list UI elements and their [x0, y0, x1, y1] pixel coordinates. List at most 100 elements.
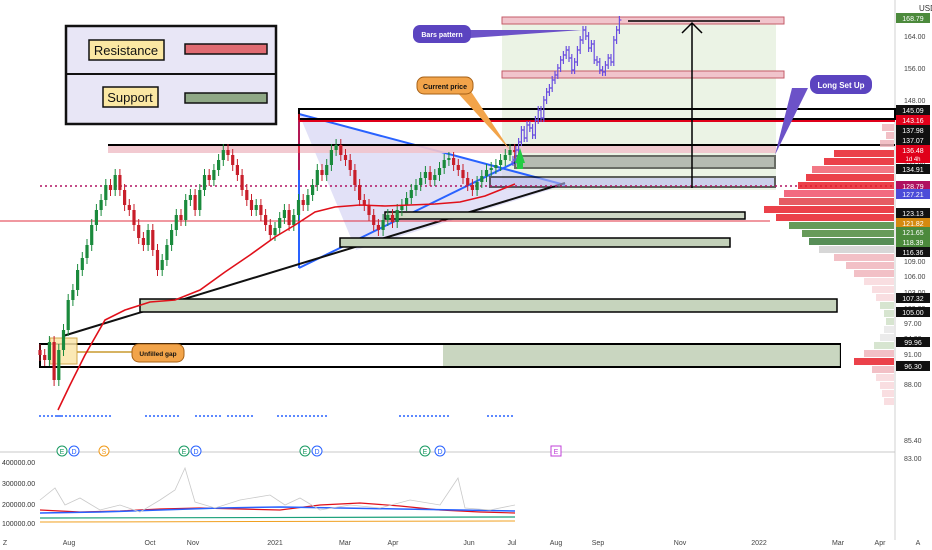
price-tag-label: 116.36 — [903, 250, 924, 257]
candle — [212, 170, 216, 180]
event-markers[interactable]: E D S E D E D E D E — [56, 445, 562, 457]
volume-profile-bar — [880, 302, 894, 309]
candle — [395, 210, 399, 222]
volume-profile-bar — [886, 318, 894, 325]
candle — [160, 260, 164, 270]
candle — [104, 185, 108, 200]
candle — [339, 145, 343, 155]
svg-text:E: E — [60, 449, 65, 456]
price-tag — [896, 135, 930, 145]
volume-profile-bar — [834, 150, 894, 157]
countdown-label: 1d 4h — [905, 157, 920, 163]
support-box-128 — [489, 176, 776, 188]
volume-profile-bar — [776, 214, 894, 221]
candle — [433, 175, 437, 180]
price-tag-label: 99.96 — [904, 340, 922, 347]
candle — [249, 200, 254, 210]
volume-pane — [39, 466, 516, 523]
svg-text:Unfilled gap: Unfilled gap — [139, 351, 176, 358]
candle — [367, 205, 371, 215]
price-tag — [896, 189, 930, 199]
candle — [155, 250, 160, 270]
price-tag — [896, 337, 930, 347]
candle — [217, 160, 221, 170]
price-tag-label: 136.48 — [902, 148, 924, 155]
time-tick-label: Aug — [550, 540, 563, 547]
candle — [419, 178, 423, 185]
candle — [484, 170, 489, 176]
candle — [292, 215, 296, 225]
candle — [372, 215, 376, 225]
price-tag-label: 137.07 — [902, 138, 924, 145]
candle — [240, 175, 244, 190]
time-tick-label: Aug — [63, 540, 76, 547]
svg-text:D: D — [193, 449, 198, 456]
candle — [296, 200, 301, 215]
volume-profile-bar — [880, 334, 894, 341]
price-tag-label: 123.13 — [902, 211, 924, 218]
volume-profile-bar — [882, 124, 894, 131]
volume-profile-bar — [884, 326, 894, 333]
price-tick-label: 88.00 — [904, 382, 922, 389]
candle — [264, 215, 268, 225]
candle — [320, 170, 324, 175]
candle — [188, 195, 192, 200]
candle — [503, 155, 507, 160]
legend-support-label: Support — [107, 90, 153, 105]
price-tag — [896, 164, 930, 174]
price-tag — [896, 293, 930, 303]
time-axis[interactable]: Z Aug Oct Nov 2021 Mar Apr Jun Jul Aug Sep Nov 2022 M… — [3, 540, 921, 547]
volume-profile-bar — [819, 246, 894, 253]
svg-text:100000.00: 100000.00 — [2, 521, 35, 528]
svg-text:Long Set Up: Long Set Up — [817, 81, 864, 90]
candle — [343, 155, 348, 160]
candle — [423, 172, 427, 178]
currency-label: USD — [919, 4, 932, 13]
price-tick-label: 109.00 — [904, 259, 926, 266]
candle — [348, 160, 352, 170]
candle — [325, 165, 329, 175]
price-tag-label: 118.39 — [903, 240, 924, 247]
candle — [513, 150, 517, 152]
candle — [456, 165, 460, 170]
price-tag — [896, 115, 930, 125]
volume-profile-bar — [872, 286, 894, 293]
candle — [452, 158, 456, 165]
volume-profile-bar — [872, 366, 894, 373]
candle — [442, 160, 446, 168]
candle — [141, 238, 145, 245]
resistance-zone-mid — [501, 70, 785, 79]
candle — [113, 175, 117, 190]
price-tag — [896, 227, 930, 237]
legend-resistance-label: Resistance — [94, 43, 158, 58]
volume-profile-bar — [880, 382, 894, 389]
candle — [409, 190, 413, 198]
candle — [437, 168, 442, 175]
price-tag — [896, 105, 930, 115]
volume-profile-bar — [806, 174, 894, 181]
moving-average-line — [57, 183, 516, 411]
candle — [268, 225, 272, 235]
candle — [43, 355, 47, 360]
candle — [151, 230, 155, 250]
price-tag-label: 121.82 — [902, 221, 924, 228]
svg-text:E: E — [303, 449, 308, 456]
price-tag-label: 137.98 — [902, 128, 924, 135]
candle — [508, 150, 512, 155]
legend-support-swatch — [184, 92, 268, 104]
candle — [259, 205, 263, 215]
volume-profile-bar — [846, 262, 894, 269]
candle — [315, 170, 319, 185]
candle — [71, 290, 75, 300]
volume-profile-bar — [882, 390, 894, 397]
price-tag-label: 134.91 — [902, 167, 924, 174]
candle — [329, 150, 333, 165]
volume-profile-bar — [812, 166, 894, 173]
candle — [179, 215, 183, 220]
candle — [132, 210, 136, 225]
volume-profile-bar — [854, 358, 894, 365]
candle — [480, 176, 484, 182]
svg-text:E: E — [182, 449, 187, 456]
candle — [254, 205, 258, 210]
